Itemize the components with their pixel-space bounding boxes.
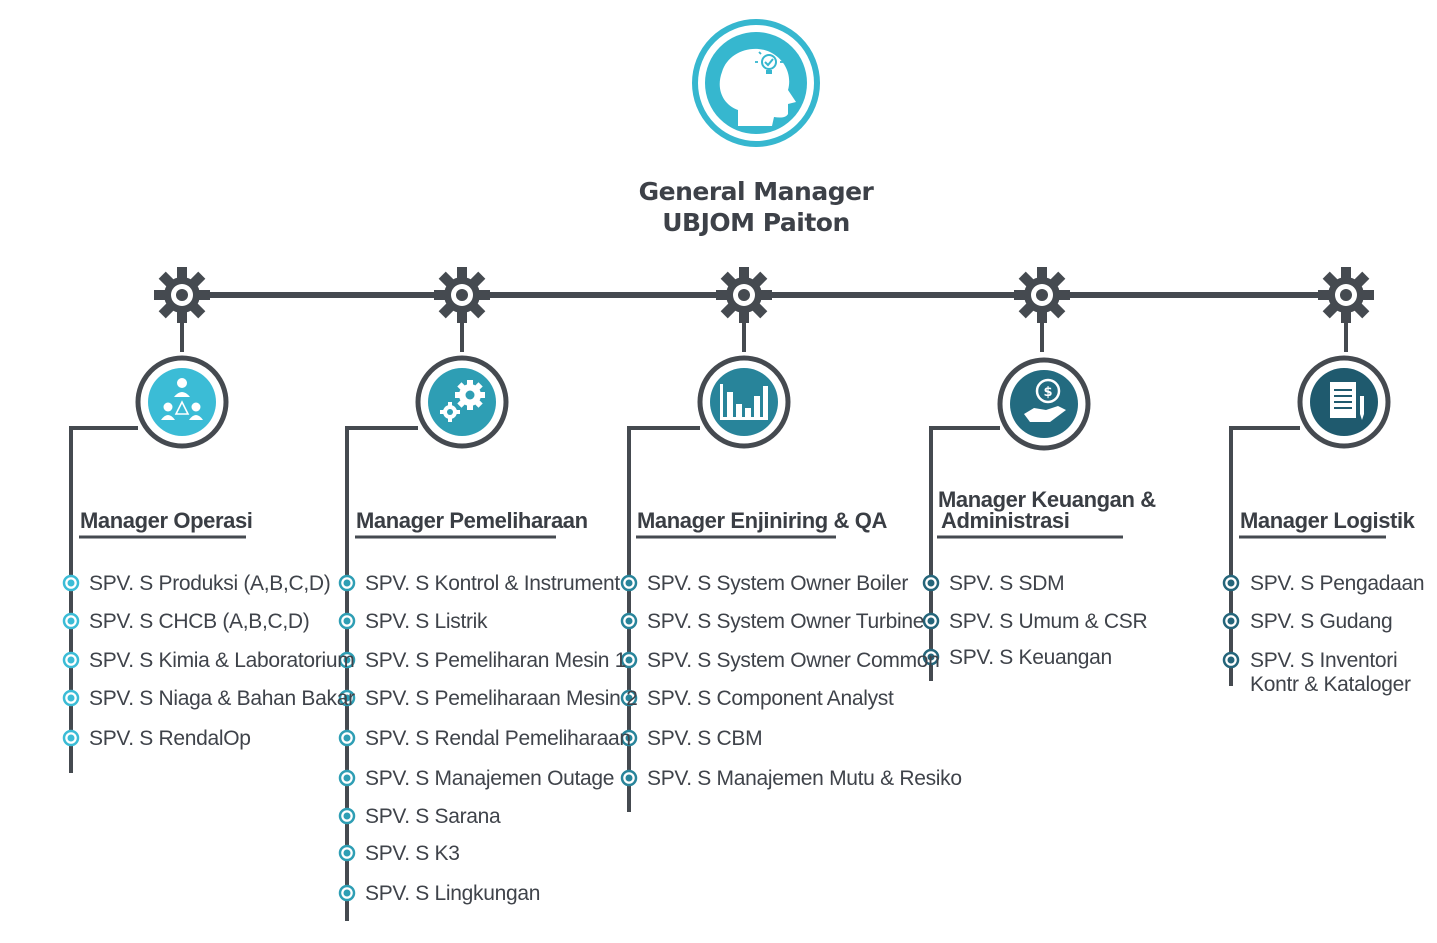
list-item: SPV. S Manajemen Outage [365,767,615,790]
list-item: SPV. S Umum & CSR [949,610,1148,633]
bar-chart-icon [720,384,768,420]
bullet-dot [927,617,935,625]
bullet-dot [343,849,351,857]
bullet-dot [343,617,351,625]
list-item: SPV. S Rendal Pemeliharaan [365,727,631,750]
manager-title-keuangan-line1: Manager Keuangan & [938,487,1156,512]
list-item: SPV. S Inventori Kontr & Kataloger [1250,649,1411,696]
manager-title-operasi: Manager Operasi [80,508,253,533]
bullet-dot [67,579,75,587]
list-item: SPV. S CBM [647,727,763,750]
dept-circle-operasi [135,355,229,449]
list-item: SPV. S Gudang [1250,610,1393,633]
bullet-dot [343,734,351,742]
team-network-icon [161,378,203,420]
gm-title: General Manager UBJOM Paiton [560,176,952,238]
bullet-dot [67,694,75,702]
bullet-dot [625,774,633,782]
list-item: SPV. S Manajemen Mutu & Resiko [647,767,962,790]
list-item: SPV. S Component Analyst [647,687,894,710]
head-lightbulb-icon [719,48,796,126]
gear-icon [154,267,210,323]
gm-title-line2: UBJOM Paiton [662,208,850,237]
manager-title-pemeliharaan: Manager Pemeliharaan [356,508,588,533]
list-item: SPV. S Listrik [365,610,488,633]
gear-icon [1318,267,1374,323]
bullet-dot [343,812,351,820]
gear-icon [716,267,772,323]
bullet-dot [343,694,351,702]
gm-node [692,19,820,147]
money-hand-icon: $ [1024,378,1066,422]
bullet-dot [343,579,351,587]
list-item: SPV. S Keuangan [949,646,1112,669]
bullet-dot [343,774,351,782]
bullet-dot [1227,617,1235,625]
bullet-dot [67,617,75,625]
dept-circle-enjiniring [697,355,791,449]
list-item: SPV. S System Owner Turbine [647,610,925,633]
bullet-dot [343,889,351,897]
bullet-dot [1227,579,1235,587]
list-item: SPV. S Pemeliharan Mesin 1 [365,649,627,672]
svg-text:$: $ [1043,385,1052,400]
list-item: SPV. S Pengadaan [1250,572,1425,595]
dept-circle-pemeliharaan [415,355,509,449]
gm-title-line1: General Manager [638,177,874,206]
dept-circle-logistik [1297,355,1391,449]
list-item: SPV. S System Owner Common [647,649,940,672]
bullet-dot [625,617,633,625]
manager-title-enjiniring: Manager Enjiniring & QA [637,508,887,533]
bullet-dot [625,694,633,702]
gear-icon [434,267,490,323]
list-item: SPV. S RendalOp [89,727,251,750]
document-pen-icon [1330,382,1364,420]
list-item: SPV. S Sarana [365,805,501,828]
list-item: SPV. S Produksi (A,B,C,D) [89,572,331,595]
list-item: SPV. S Kontrol & Instrument [365,572,620,595]
manager-title-logistik: Manager Logistik [1240,508,1415,533]
list-item: SPV. S Kimia & Laboratorium [89,649,355,672]
bullet-dot [625,579,633,587]
list-item: SPV. S K3 [365,842,460,865]
dept-circle-keuangan: $ [997,357,1091,451]
bullet-dot [927,579,935,587]
bullet-dot [343,656,351,664]
list-item: SPV. S Lingkungan [365,882,541,905]
bullet-dot [625,734,633,742]
bullet-dot [927,653,935,661]
manager-title-keuangan: Manager Keuangan & Administrasi [938,487,1156,533]
list-item: SPV. S Niaga & Bahan Bakar [89,687,355,710]
gear-icon [1014,267,1070,323]
list-item: SPV. S Pemeliharaan Mesin 2 [365,687,638,710]
manager-title-keuangan-line2: Administrasi [941,508,1070,533]
bullet-dot [625,656,633,664]
list-item: SPV. S SDM [949,572,1065,595]
bullet-dot [1227,656,1235,664]
list-item: SPV. S System Owner Boiler [647,572,909,595]
bullet-dot [67,656,75,664]
list-item: SPV. S CHCB (A,B,C,D) [89,610,310,633]
bullet-dot [67,734,75,742]
